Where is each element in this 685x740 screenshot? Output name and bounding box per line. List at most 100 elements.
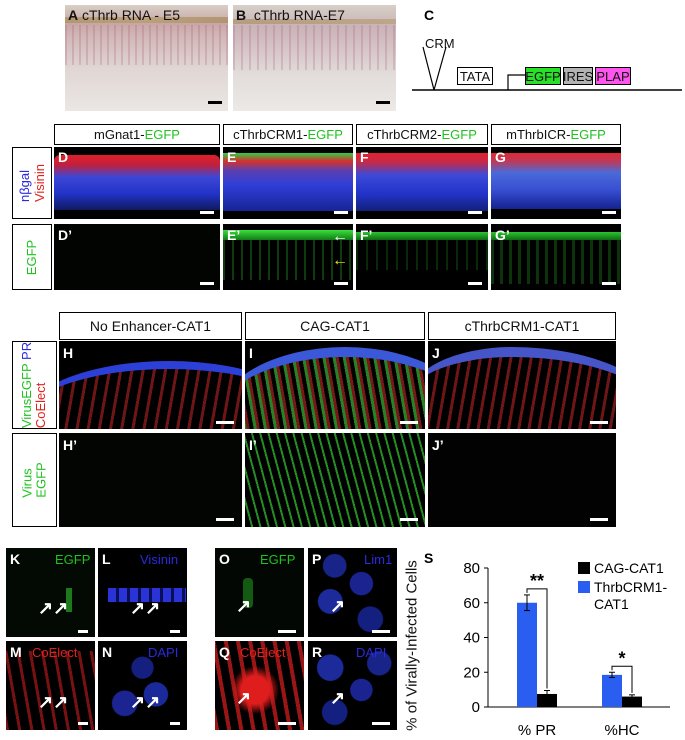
scale-bar xyxy=(208,101,222,104)
scale-bar xyxy=(468,282,482,285)
panel-label-d-prime: D’ xyxy=(58,227,72,243)
header-mgnat1: mGnat1- EGFP xyxy=(54,124,220,145)
panel-o xyxy=(215,548,304,637)
panel-a-title: A cThrb RNA - E5 xyxy=(68,7,181,23)
panel-i-prime xyxy=(245,433,425,527)
panel-label-i: I xyxy=(249,345,253,361)
panel-b-title: B cThrb RNA-E7 xyxy=(236,7,345,23)
side-label-nbgal-visinin: nβgal Visinin xyxy=(12,147,52,219)
header-cag-cat1: CAG-CAT1 xyxy=(245,312,425,340)
panel-label-r: R xyxy=(312,644,323,660)
panel-j xyxy=(428,341,616,429)
panel-r-text: DAPI xyxy=(356,645,387,660)
bar xyxy=(517,602,537,707)
panel-g-prime xyxy=(491,224,621,290)
panel-k-text: EGFP xyxy=(55,552,91,567)
bar xyxy=(602,674,622,707)
panel-label-m: M xyxy=(10,644,22,660)
panel-n-text: DAPI xyxy=(148,645,179,660)
scale-bar xyxy=(78,630,88,633)
scale-bar xyxy=(216,518,234,521)
scale-bar xyxy=(400,421,418,424)
scale-bar xyxy=(376,101,390,104)
bar-chart: 0 20 40 60 80 ** % PR * %HC CAG-CAT1 ThrbCRM1-CAT1 xyxy=(463,560,670,739)
panel-label-i-prime: I’ xyxy=(249,437,257,453)
y-tick-label: 60 xyxy=(463,595,480,612)
scale-bar xyxy=(590,518,608,521)
significance-label: ** xyxy=(530,571,544,591)
panel-p xyxy=(308,548,397,637)
panel-b-rna-e7 xyxy=(233,5,396,111)
significance-label: * xyxy=(618,648,625,668)
construct-diagram xyxy=(412,46,682,91)
yellow-arrow-icon: ← xyxy=(332,252,348,269)
panel-label-j-prime: J’ xyxy=(432,437,444,453)
scale-bar xyxy=(334,282,348,285)
panel-d-prime xyxy=(54,224,220,290)
legend-label: CAG-CAT1 xyxy=(594,560,664,576)
scale-bar xyxy=(200,211,214,214)
tata-box: TATA xyxy=(457,67,493,85)
arrow-icon: ↗ xyxy=(330,688,346,708)
panel-g xyxy=(491,147,621,219)
scale-bar xyxy=(278,722,296,725)
panel-label-q: Q xyxy=(219,644,230,660)
panel-label-s: S xyxy=(424,550,434,566)
panel-label-d: D xyxy=(58,149,69,165)
category-label: %HC xyxy=(604,722,639,739)
panel-label-p: P xyxy=(312,551,322,567)
panel-f xyxy=(356,147,488,219)
panel-l-text: Visinin xyxy=(140,552,179,567)
panel-label-f: F xyxy=(360,149,369,165)
legend-swatch xyxy=(578,581,590,593)
significance-bracket xyxy=(611,665,633,693)
arrow-icon: ↗↗ xyxy=(130,692,161,712)
panel-label-e: E xyxy=(227,149,237,165)
header-no-enhancer: No Enhancer-CAT1 xyxy=(59,312,242,340)
panel-f-prime xyxy=(356,224,488,290)
panel-label-n: N xyxy=(102,644,113,660)
panel-i xyxy=(245,341,425,429)
scale-bar xyxy=(170,630,180,633)
panel-e xyxy=(223,147,353,219)
panel-l xyxy=(98,548,187,637)
arrow-icon: ↗ xyxy=(236,688,252,708)
legend-label: ThrbCRM1- xyxy=(594,579,667,595)
scale-bar xyxy=(170,722,180,725)
arrow-icon: ↗↗ xyxy=(130,598,161,618)
panel-k xyxy=(6,548,95,637)
arrow-icon: ↗ xyxy=(236,596,252,616)
white-arrow-icon: ← xyxy=(332,228,348,245)
scale-bar xyxy=(602,282,616,285)
panel-q-text: CoElect xyxy=(240,645,286,660)
panel-r xyxy=(308,641,397,730)
header-cthrbcrm1: cThrbCRM1- EGFP xyxy=(223,124,353,145)
panel-label-h-prime: H’ xyxy=(63,437,77,453)
panel-n xyxy=(98,641,187,730)
scale-bar xyxy=(200,282,214,285)
scale-bar xyxy=(372,630,390,633)
panel-label-k: K xyxy=(10,551,21,567)
y-tick-label: 80 xyxy=(463,560,480,577)
side-label-egfp: EGFP xyxy=(12,224,52,290)
bar xyxy=(622,696,642,707)
panel-label-h: H xyxy=(63,345,74,361)
panel-d xyxy=(54,147,220,219)
panel-q xyxy=(215,641,304,730)
panel-label-e-prime: E’ xyxy=(227,227,241,243)
legend-swatch xyxy=(578,562,590,574)
scale-bar xyxy=(216,421,234,424)
header-cthrbcrm1-cat1: cThrbCRM1-CAT1 xyxy=(428,312,616,340)
scale-bar xyxy=(334,211,348,214)
arrow-icon: ↗ xyxy=(330,596,346,616)
y-tick-label: 0 xyxy=(472,699,480,716)
scale-bar xyxy=(468,211,482,214)
scale-bar xyxy=(590,421,608,424)
bar xyxy=(537,693,557,707)
scale-bar xyxy=(78,722,88,725)
panel-a-rna-e5 xyxy=(65,5,228,111)
panel-label-j: J xyxy=(432,345,440,361)
arrow-icon: ↗↗ xyxy=(38,692,69,712)
y-tick-label: 40 xyxy=(463,630,480,647)
panel-label-g-prime: G’ xyxy=(495,227,510,243)
